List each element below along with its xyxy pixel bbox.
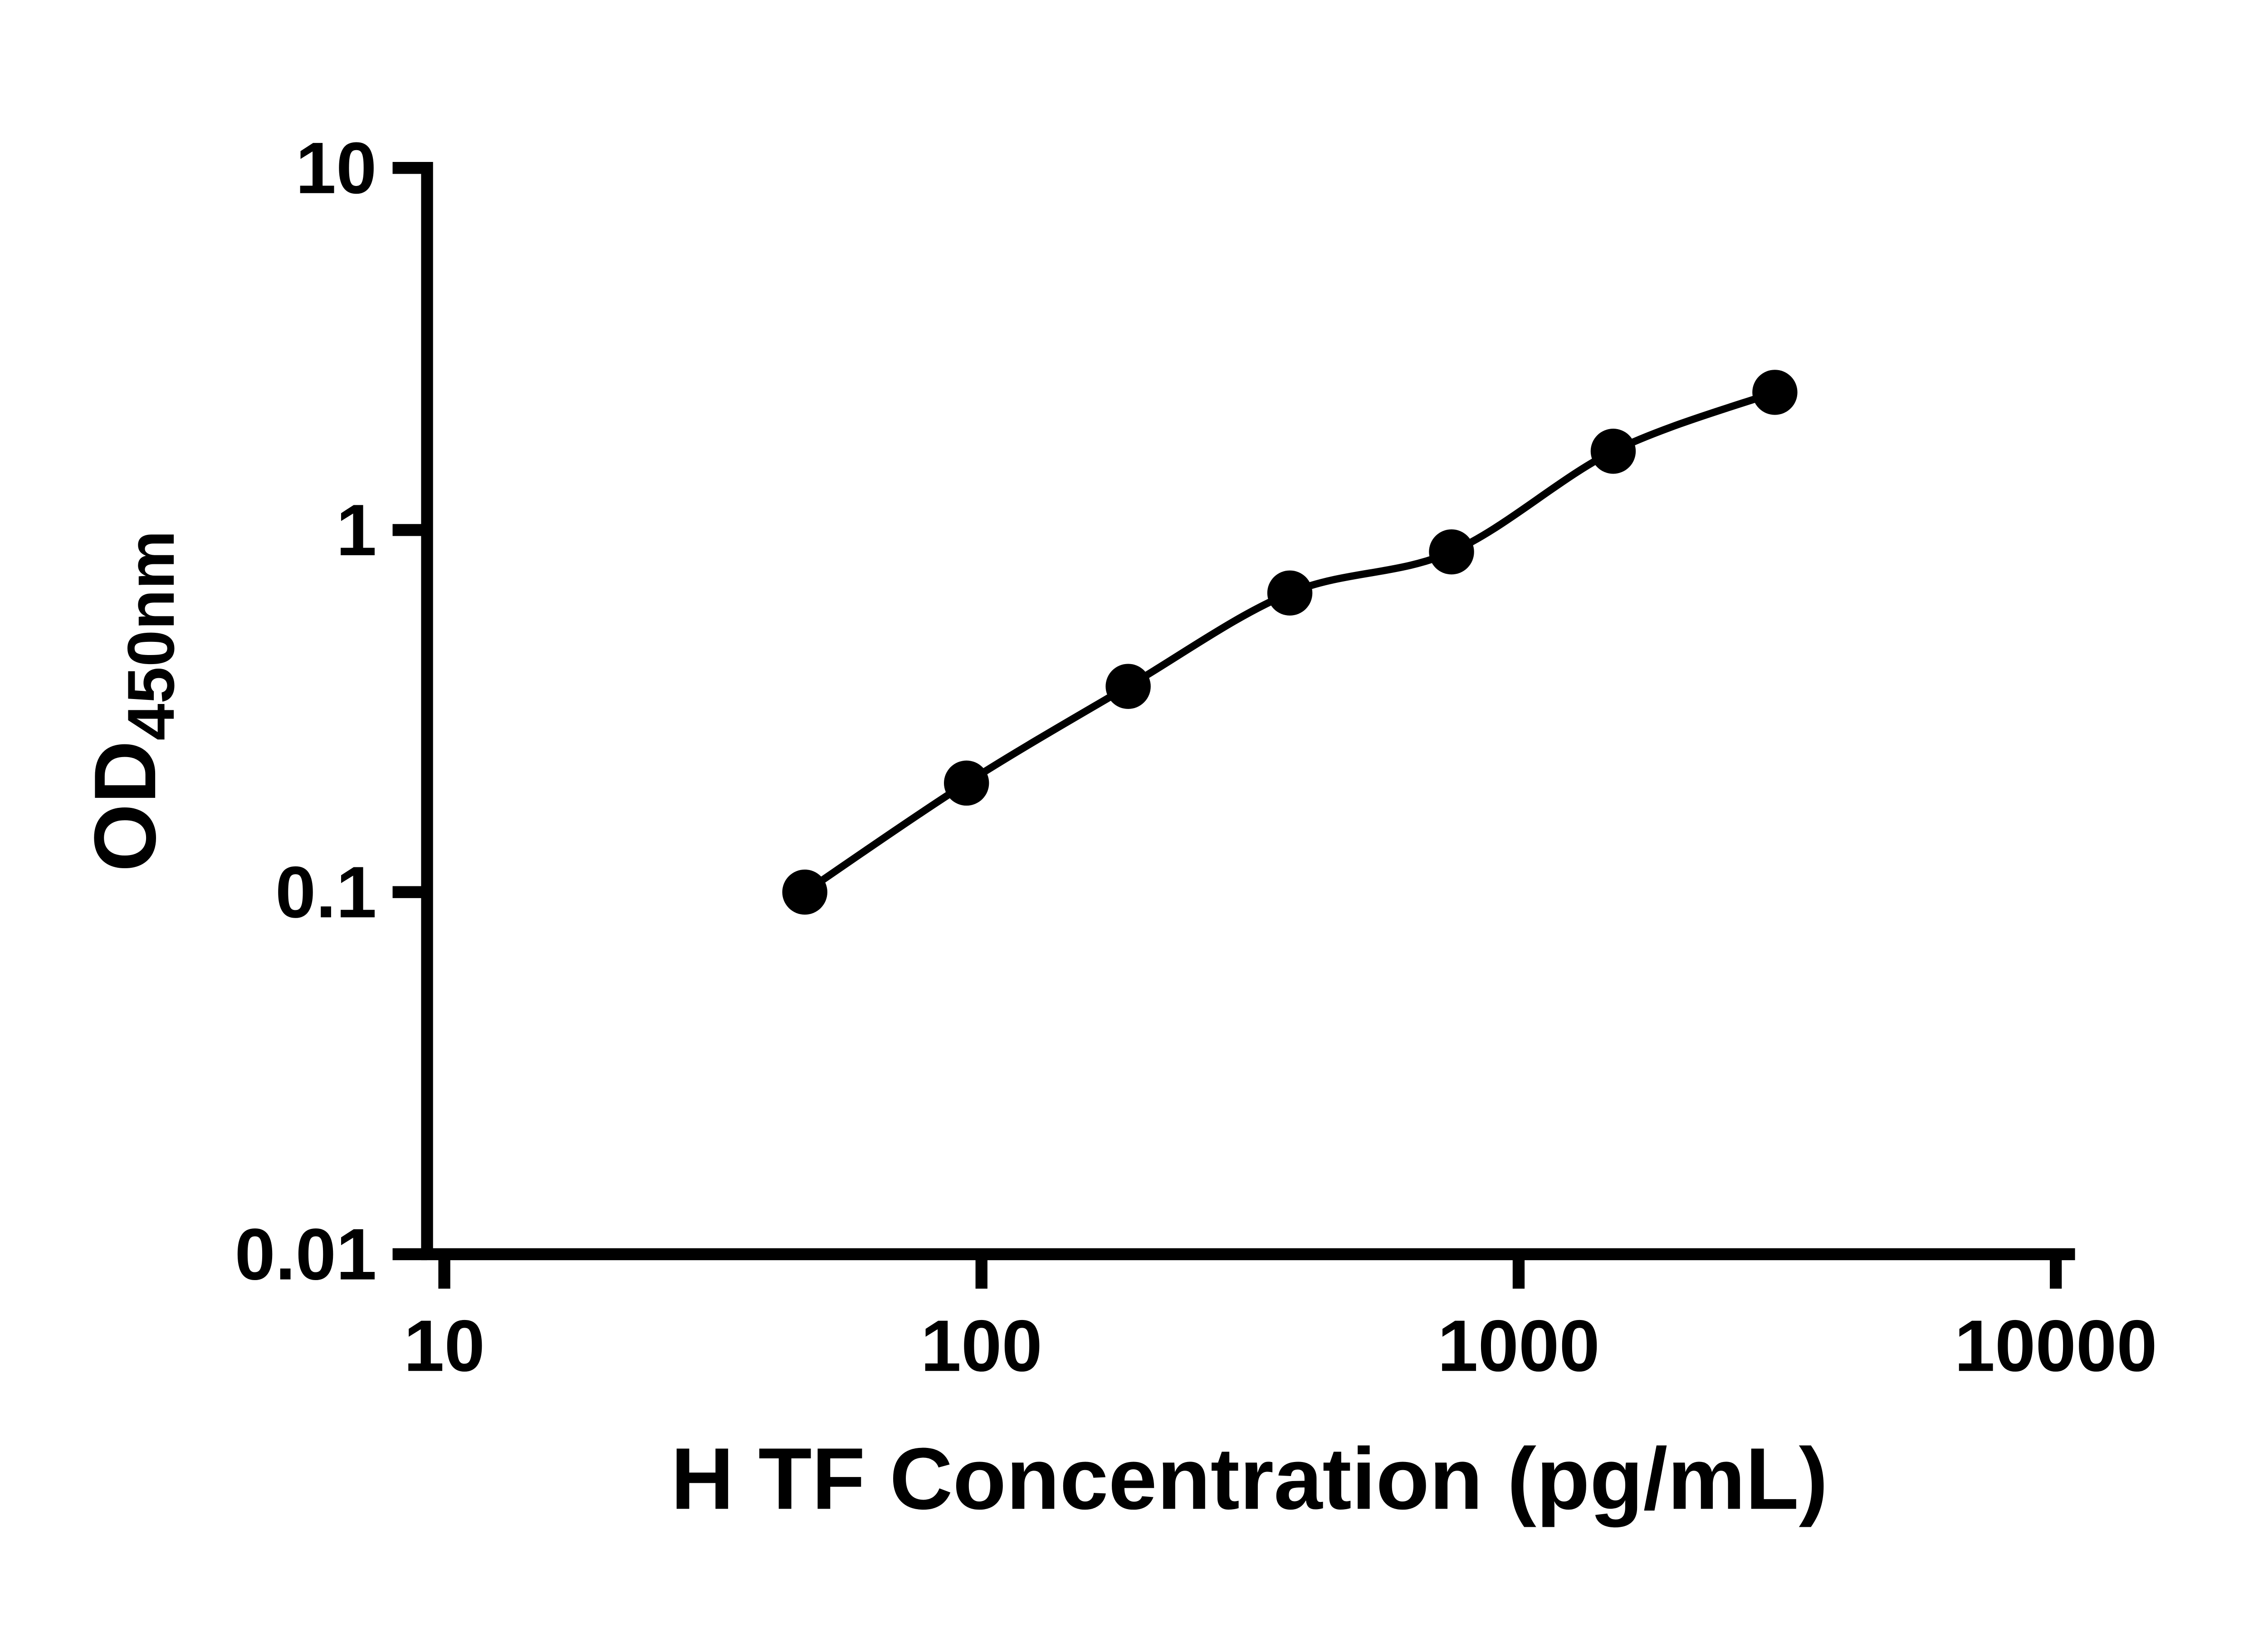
x-axis-tick-label: 1000 bbox=[1437, 1305, 1600, 1387]
data-point bbox=[943, 760, 989, 806]
y-axis-tick-label: 10 bbox=[296, 127, 377, 209]
y-axis-tick-label: 0.1 bbox=[275, 851, 377, 933]
y-axis-tick-label: 0.01 bbox=[235, 1213, 376, 1295]
x-axis-tick-label: 10000 bbox=[1955, 1305, 2157, 1387]
data-point bbox=[1752, 370, 1798, 415]
data-point bbox=[782, 869, 827, 915]
x-axis-tick-label: 10 bbox=[404, 1305, 485, 1387]
x-axis-tick-label: 100 bbox=[921, 1305, 1042, 1387]
y-axis-title-subscript: 450nm bbox=[114, 530, 188, 740]
data-point bbox=[1429, 529, 1474, 575]
data-point bbox=[1105, 664, 1151, 709]
axes-line bbox=[421, 162, 2075, 1261]
plot-area: 10 100 1000 10000 0.01 0.1 1 10 bbox=[235, 127, 2157, 1387]
y-axis-title: OD450nm bbox=[76, 530, 188, 872]
data-point bbox=[1590, 429, 1636, 474]
fit-curve bbox=[802, 389, 1776, 895]
x-axis-title: H TF Concentration (pg/mL) bbox=[671, 1429, 1828, 1527]
y-axis-tick-label: 1 bbox=[336, 489, 376, 571]
y-axis-title-main: OD bbox=[76, 740, 174, 871]
data-point bbox=[1267, 570, 1313, 616]
